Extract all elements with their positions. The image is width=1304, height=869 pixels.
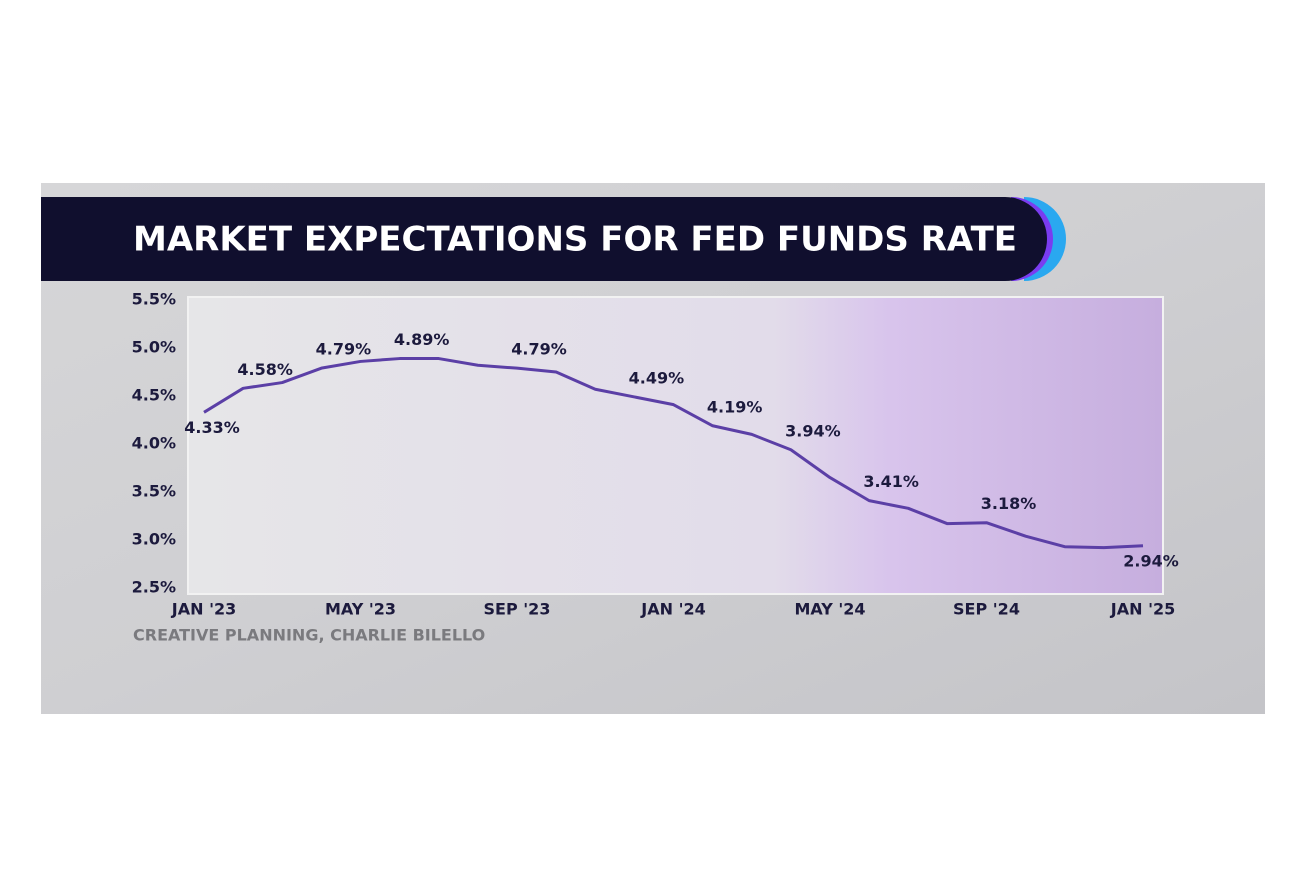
value-label: 4.58%: [237, 360, 293, 379]
x-tick-label: JAN '24: [640, 600, 705, 619]
value-label: 4.79%: [316, 340, 372, 359]
y-tick-label: 3.0%: [132, 530, 176, 549]
y-tick-label: 4.5%: [132, 386, 176, 405]
value-label: 4.79%: [511, 340, 567, 359]
value-label: 3.18%: [981, 494, 1037, 513]
x-tick-label: JAN '25: [1110, 600, 1175, 619]
title-bar: [41, 197, 1047, 281]
x-tick-label: MAY '24: [794, 600, 865, 619]
value-label: 4.33%: [184, 418, 240, 437]
x-tick-label: JAN '23: [171, 600, 236, 619]
y-tick-label: 4.0%: [132, 434, 176, 453]
value-label: 4.89%: [394, 330, 450, 349]
chart-title: MARKET EXPECTATIONS FOR FED FUNDS RATE: [133, 220, 1017, 260]
value-label: 4.49%: [629, 368, 685, 387]
y-tick-label: 5.0%: [132, 338, 176, 357]
x-tick-label: SEP '24: [953, 600, 1020, 619]
x-tick-label: MAY '23: [325, 600, 396, 619]
line: [203, 357, 1144, 550]
value-label: 3.94%: [785, 421, 841, 440]
value-label: 2.94%: [1123, 551, 1179, 570]
y-tick-label: 2.5%: [132, 578, 176, 597]
y-tick-label: 3.5%: [132, 482, 176, 501]
value-label: 3.41%: [863, 472, 919, 491]
value-label: 4.19%: [707, 397, 763, 416]
plot-area: [187, 296, 1164, 595]
source: CREATIVE PLANNING, CHARLIE BILELLO: [133, 626, 485, 645]
y-tick-label: 5.5%: [132, 290, 176, 309]
x-tick-label: SEP '23: [484, 600, 551, 619]
